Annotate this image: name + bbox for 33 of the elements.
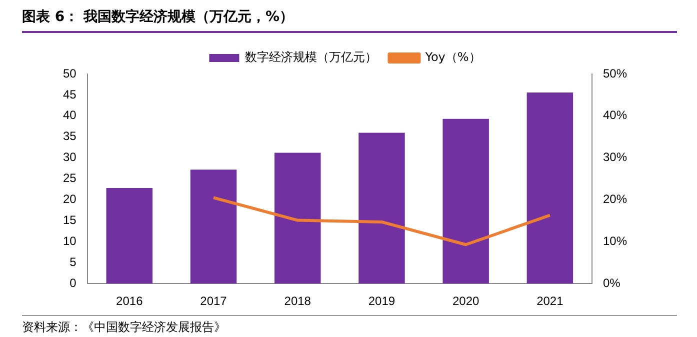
bar: [526, 92, 574, 284]
y-tick-label: 5: [70, 254, 77, 269]
y-tick-label: 25: [62, 171, 77, 186]
bar: [274, 152, 321, 284]
y-tick-label: 20: [62, 192, 77, 206]
x-tick-label: 2019: [368, 294, 396, 308]
bar: [358, 132, 405, 284]
x-tick-label: 2018: [284, 294, 312, 308]
bar: [106, 188, 153, 284]
y-tick-label: 15: [62, 213, 77, 228]
y-tick-label: 45: [62, 87, 77, 102]
y2-tick-label: 30%: [602, 150, 628, 164]
text: 资料来源：《中国数字经济发展报告》: [22, 315, 677, 336]
chart-title: 图表 6： 我国数字经济规模（万亿元，%）: [22, 8, 677, 33]
y-tick-label: 35: [62, 129, 77, 144]
y-tick-label: 30: [62, 150, 77, 164]
y-tick-label: 50: [62, 66, 77, 80]
y2-tick-label: 0%: [602, 276, 621, 290]
y2-tick-label: 40%: [602, 108, 628, 122]
y2-tick-label: 10%: [602, 234, 628, 248]
legend-label: 数字经济规模（万亿元）: [245, 50, 378, 64]
bar: [190, 170, 237, 284]
x-tick-label: 2020: [452, 294, 480, 308]
x-tick-label: 2016: [116, 294, 144, 308]
y2-tick-label: 20%: [602, 192, 628, 206]
y-tick-label: 40: [62, 108, 77, 122]
x-tick-label: 2021: [536, 294, 564, 308]
x-tick-label: 2017: [200, 294, 228, 308]
legend-label: Yoy（%）: [424, 50, 481, 64]
y-tick-label: 10: [62, 234, 77, 248]
bar: [442, 118, 489, 284]
y2-tick-label: 50%: [602, 66, 628, 80]
y-tick-label: 0: [70, 276, 77, 290]
